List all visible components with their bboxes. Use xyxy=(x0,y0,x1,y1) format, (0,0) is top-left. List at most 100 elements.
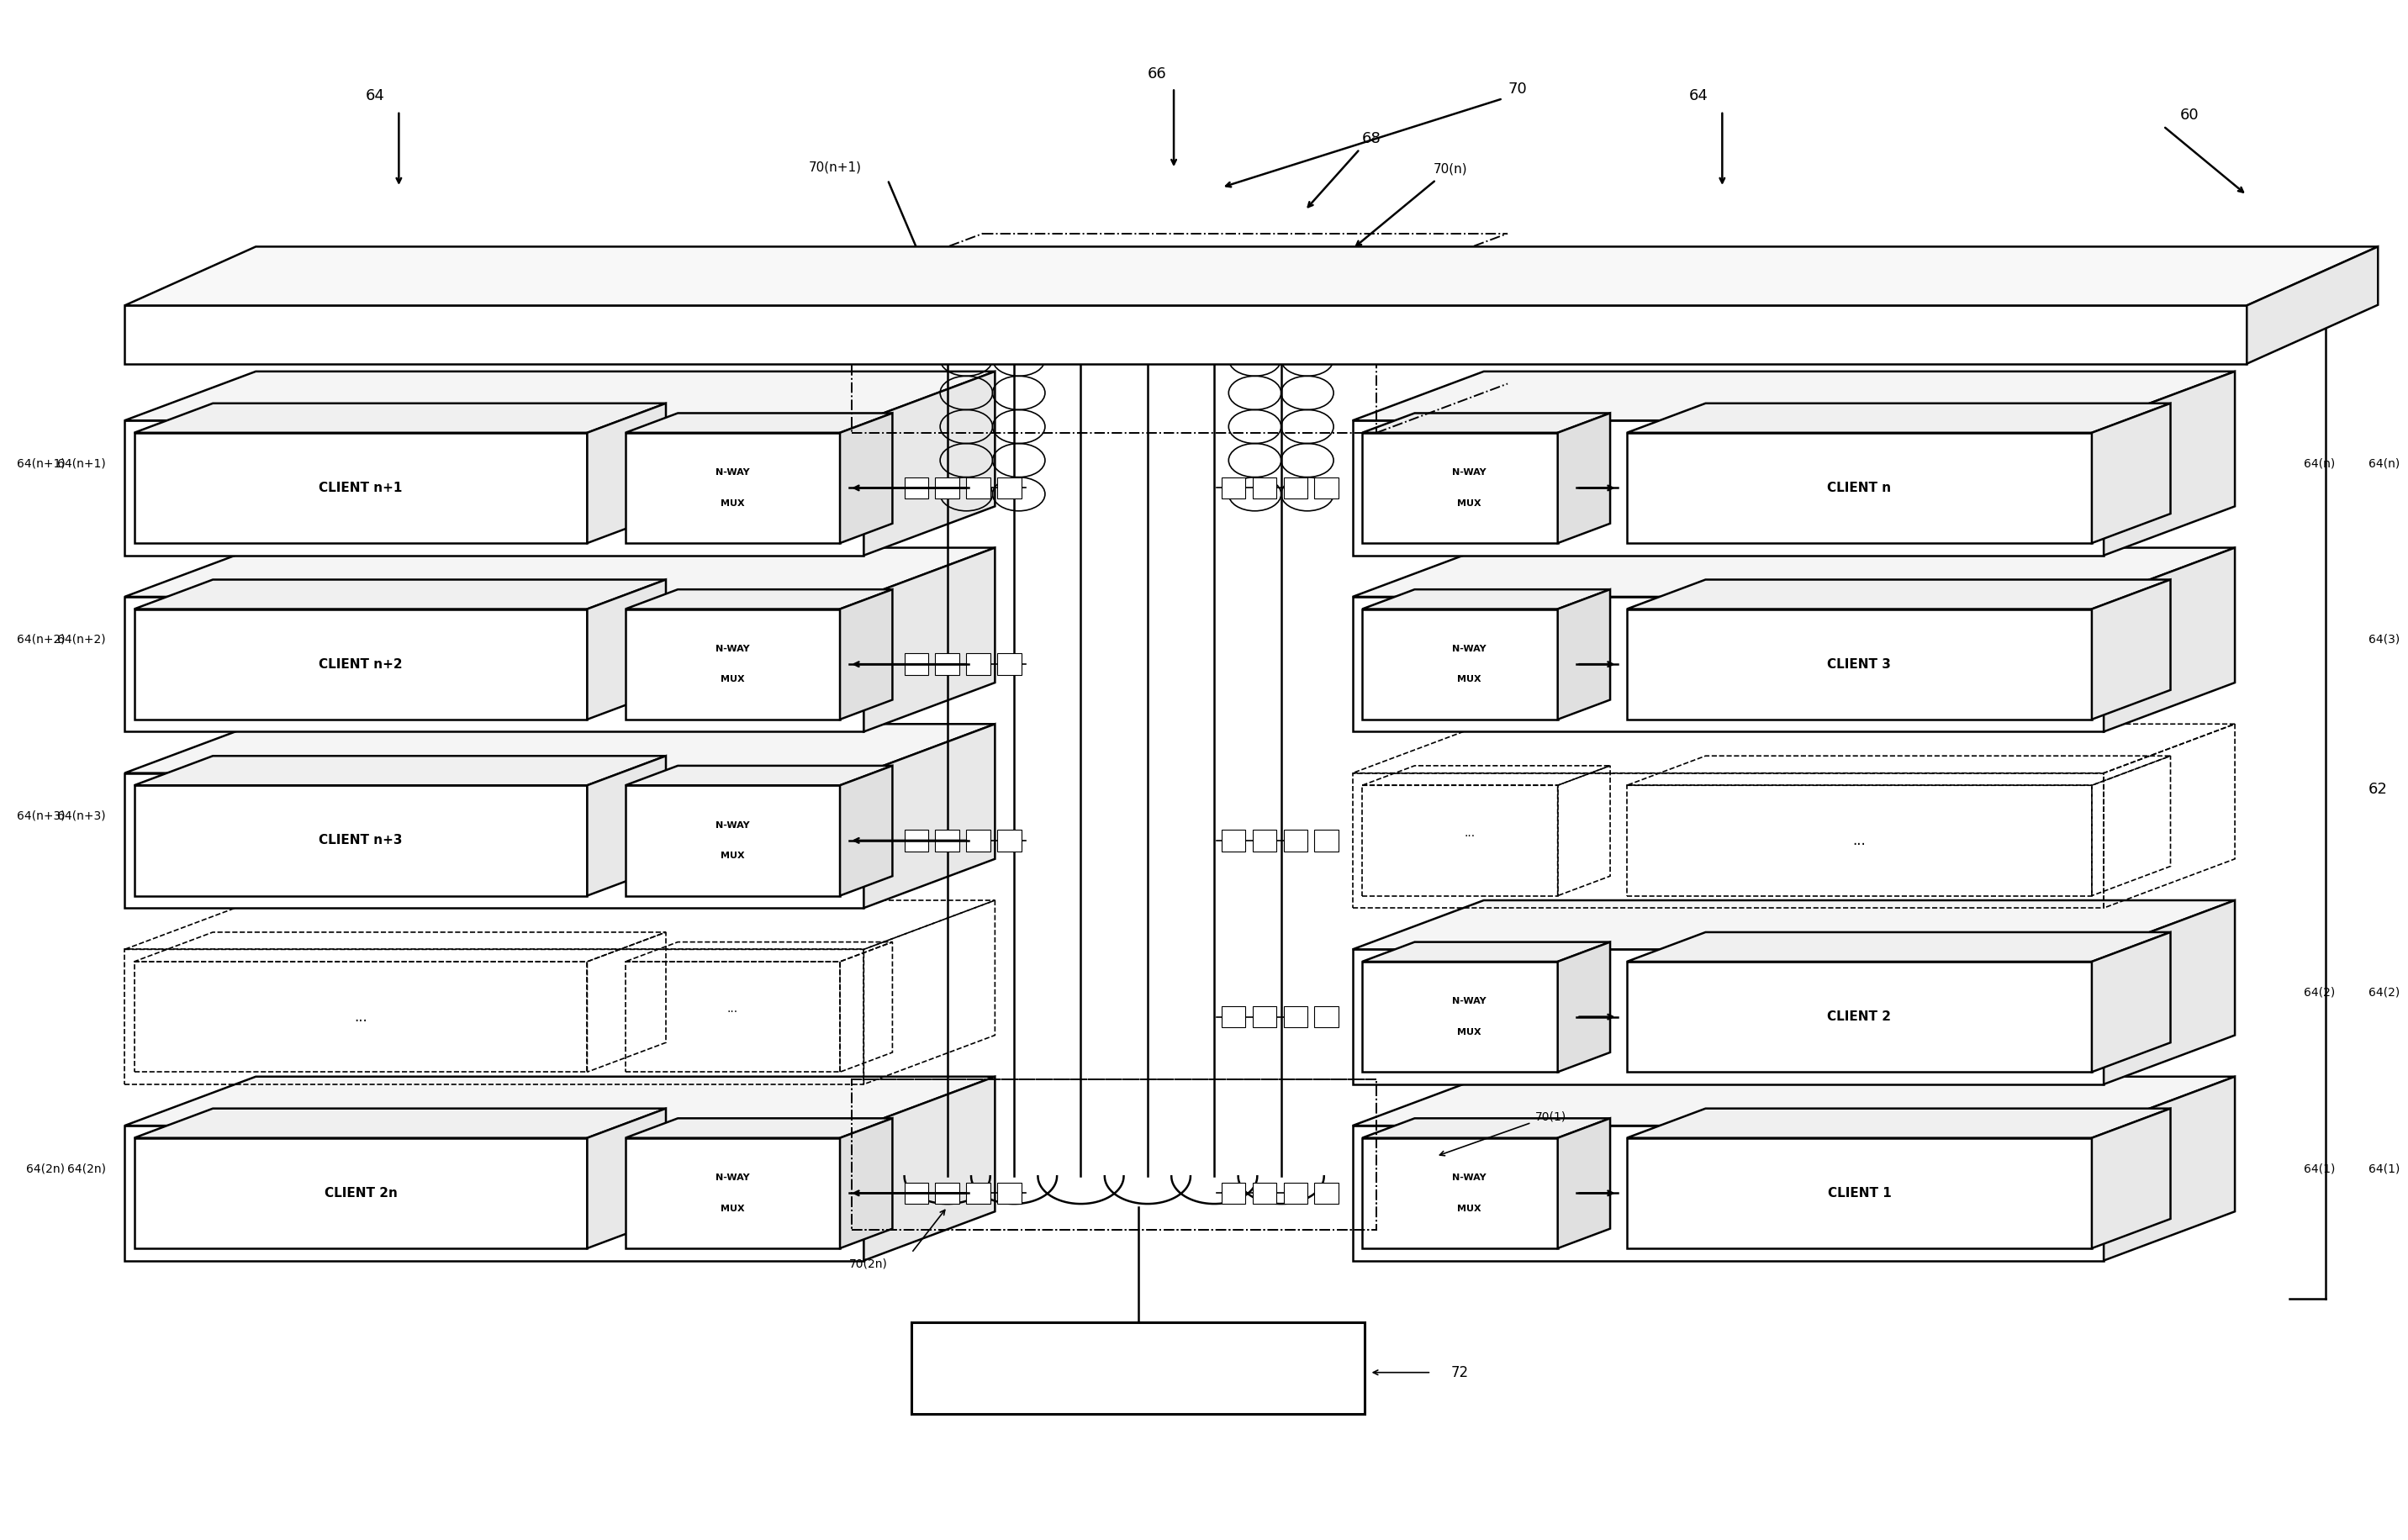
Bar xyxy=(852,1080,1377,1230)
Polygon shape xyxy=(840,590,893,719)
Text: 64(n): 64(n) xyxy=(2304,457,2336,470)
Polygon shape xyxy=(913,1321,1365,1414)
Text: ...: ... xyxy=(1852,833,1866,849)
Bar xyxy=(852,1080,1377,1230)
Polygon shape xyxy=(626,1138,840,1249)
Text: N-WAY: N-WAY xyxy=(715,1173,749,1183)
Bar xyxy=(966,830,990,852)
Text: CONTROL LOGIC: CONTROL LOGIC xyxy=(1069,1360,1206,1375)
Polygon shape xyxy=(2105,548,2235,732)
Bar xyxy=(905,653,927,675)
Polygon shape xyxy=(1363,413,1611,433)
Polygon shape xyxy=(135,579,667,608)
Polygon shape xyxy=(864,548,995,732)
Text: 64(2): 64(2) xyxy=(2304,987,2336,998)
Bar xyxy=(1221,830,1245,852)
Text: 70(n): 70(n) xyxy=(1433,163,1466,176)
Bar xyxy=(1315,1006,1339,1027)
Polygon shape xyxy=(626,608,840,719)
Text: MUX: MUX xyxy=(1457,676,1481,684)
Polygon shape xyxy=(1628,1109,2170,1138)
Polygon shape xyxy=(1353,420,2105,556)
Polygon shape xyxy=(135,785,588,896)
Polygon shape xyxy=(1353,949,2105,1084)
Text: N-WAY: N-WAY xyxy=(1452,645,1486,653)
Polygon shape xyxy=(840,765,893,896)
Polygon shape xyxy=(1558,942,1611,1072)
Bar xyxy=(997,1183,1021,1204)
Bar xyxy=(997,653,1021,675)
Polygon shape xyxy=(1363,433,1558,544)
Text: ...: ... xyxy=(354,1009,368,1024)
Bar xyxy=(1221,1183,1245,1204)
Text: 64(1): 64(1) xyxy=(2369,1163,2401,1175)
Bar xyxy=(1221,477,1245,499)
Text: 70(2n): 70(2n) xyxy=(850,1258,889,1269)
Polygon shape xyxy=(1628,579,2170,608)
Text: 70(1): 70(1) xyxy=(1534,1110,1565,1123)
Polygon shape xyxy=(125,724,995,773)
Polygon shape xyxy=(2093,932,2170,1072)
Text: 64(2n): 64(2n) xyxy=(67,1163,106,1175)
Bar xyxy=(1221,1006,1245,1027)
Text: ...: ... xyxy=(727,1003,739,1015)
Polygon shape xyxy=(135,756,667,785)
Polygon shape xyxy=(588,1109,667,1249)
Polygon shape xyxy=(125,1126,864,1261)
Text: 68: 68 xyxy=(1363,131,1382,146)
Polygon shape xyxy=(1363,961,1558,1072)
Text: 70(n+1): 70(n+1) xyxy=(809,162,862,174)
Text: 64(2n): 64(2n) xyxy=(26,1163,65,1175)
Polygon shape xyxy=(1628,433,2093,544)
Polygon shape xyxy=(135,608,588,719)
Polygon shape xyxy=(1628,403,2170,433)
Polygon shape xyxy=(626,433,840,544)
Bar xyxy=(1315,477,1339,499)
Text: CLIENT 2n: CLIENT 2n xyxy=(325,1187,397,1200)
Text: 70: 70 xyxy=(1507,82,1527,97)
Polygon shape xyxy=(135,1109,667,1138)
Text: 64(3): 64(3) xyxy=(2369,634,2401,645)
Text: N-WAY: N-WAY xyxy=(1452,998,1486,1006)
Polygon shape xyxy=(1558,590,1611,719)
Bar xyxy=(966,653,990,675)
Text: MUX: MUX xyxy=(720,852,744,859)
Text: N-WAY: N-WAY xyxy=(1452,468,1486,477)
Polygon shape xyxy=(2247,246,2379,363)
Polygon shape xyxy=(864,371,995,556)
Bar xyxy=(905,477,927,499)
Polygon shape xyxy=(135,433,588,544)
Text: 64(n+3): 64(n+3) xyxy=(17,810,65,822)
Bar xyxy=(1252,830,1276,852)
Polygon shape xyxy=(135,403,667,433)
Polygon shape xyxy=(1353,598,2105,732)
Bar xyxy=(1315,1183,1339,1204)
Text: 64(1): 64(1) xyxy=(2304,1163,2336,1175)
Text: MUX: MUX xyxy=(1457,1204,1481,1212)
Polygon shape xyxy=(626,765,893,785)
Text: CLIENT n+3: CLIENT n+3 xyxy=(318,835,402,847)
Polygon shape xyxy=(125,773,864,909)
Text: CLIENT n+2: CLIENT n+2 xyxy=(318,658,402,670)
Bar xyxy=(1283,830,1308,852)
Polygon shape xyxy=(1558,1118,1611,1249)
Text: N-WAY: N-WAY xyxy=(715,645,749,653)
Polygon shape xyxy=(125,371,995,420)
Polygon shape xyxy=(125,305,2247,363)
Polygon shape xyxy=(588,756,667,896)
Text: 64(n+2): 64(n+2) xyxy=(58,634,106,645)
Polygon shape xyxy=(2105,371,2235,556)
Polygon shape xyxy=(135,1138,588,1249)
Polygon shape xyxy=(1353,1076,2235,1126)
Text: CLIENT 3: CLIENT 3 xyxy=(1828,658,1890,670)
Bar xyxy=(905,1183,927,1204)
Polygon shape xyxy=(588,579,667,719)
Text: MUX: MUX xyxy=(720,499,744,508)
Polygon shape xyxy=(1353,1126,2105,1261)
Bar xyxy=(997,830,1021,852)
Bar xyxy=(1283,1183,1308,1204)
Text: 64(n): 64(n) xyxy=(2369,457,2401,470)
Text: 64(2): 64(2) xyxy=(2369,987,2401,998)
Text: 64(n+3): 64(n+3) xyxy=(58,810,106,822)
Bar xyxy=(934,477,958,499)
